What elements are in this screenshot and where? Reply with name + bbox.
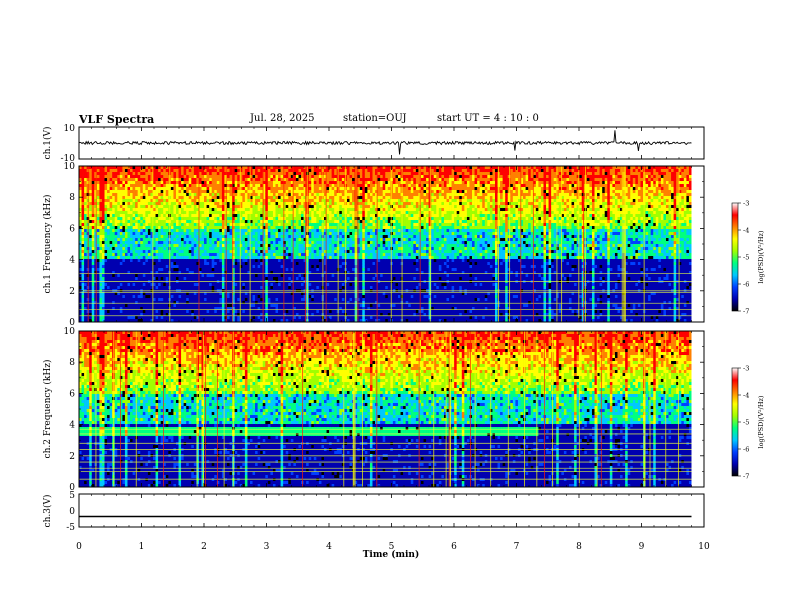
colorbar-tick-label: -5 <box>743 419 749 427</box>
ch3-waveform-frame <box>79 494 704 527</box>
time-tick-label: 8 <box>576 542 582 552</box>
ch2-colorbar-label: log(PSD)(V²/Hz) <box>757 395 765 448</box>
colorbar-tick-label: -4 <box>743 392 749 400</box>
time-tick-label: 9 <box>639 542 645 552</box>
ch1-colorbar-gradient <box>732 203 738 311</box>
ch3-ytick-mid: 0 <box>69 507 75 517</box>
time-tick-label: 0 <box>76 542 82 552</box>
colorbar-tick-label: -6 <box>743 446 749 454</box>
time-tick-label: 10 <box>698 542 710 552</box>
time-tick-label: 4 <box>326 542 332 552</box>
time-tick-label: 3 <box>264 542 270 552</box>
ch2-spectrogram-ylabel: ch.2 Frequency (kHz) <box>42 360 53 459</box>
freq-tick-label: 8 <box>69 193 75 203</box>
colorbar-tick-label: -4 <box>743 227 749 235</box>
ch2-colorbar: -3 -4 -5 -6 -7 log(PSD)(V²/Hz) <box>732 365 765 481</box>
time-axis-label: Time (min) <box>363 549 420 560</box>
ch1-colorbar: -3 -4 -5 -6 -7 log(PSD)(V²/Hz) <box>732 200 765 316</box>
colorbar-tick-label: -3 <box>743 200 749 208</box>
freq-tick-label: 8 <box>69 358 75 368</box>
ch1-spectrogram-ylabel: ch.1 Frequency (kHz) <box>42 195 53 294</box>
ch1-colorbar-label: log(PSD)(V²/Hz) <box>757 230 765 283</box>
colorbar-tick-label: -6 <box>743 281 749 289</box>
freq-tick-label: 10 <box>64 162 76 172</box>
ch2-spectrogram-image <box>79 331 704 487</box>
colorbar-tick-label: -7 <box>743 473 749 481</box>
ch1-ylabel: ch.1(V) <box>42 127 53 160</box>
ch3-ytick-top: 5 <box>69 491 75 501</box>
time-tick-label: 6 <box>451 542 457 552</box>
freq-tick-label: 10 <box>64 327 76 337</box>
colorbar-tick-label: -5 <box>743 254 749 262</box>
ch3-ytick-bottom: -5 <box>66 523 75 533</box>
ch2-colorbar-gradient <box>732 368 738 476</box>
colorbar-tick-label: -7 <box>743 308 749 316</box>
freq-tick-label: 4 <box>69 256 75 266</box>
ch1-ytick-top: 10 <box>64 124 76 134</box>
freq-tick-label: 2 <box>69 287 75 297</box>
time-tick-label: 2 <box>201 542 207 552</box>
freq-tick-label: 2 <box>69 452 75 462</box>
ch1-waveform-path <box>79 130 692 154</box>
freq-tick-label: 4 <box>69 421 75 431</box>
ch3-ylabel: ch.3(V) <box>42 495 53 528</box>
colorbar-tick-label: -3 <box>743 365 749 373</box>
ch1-waveform-trace <box>79 130 692 154</box>
time-tick-label: 7 <box>514 542 520 552</box>
freq-tick-label: 6 <box>69 224 75 234</box>
freq-tick-label: 6 <box>69 389 75 399</box>
time-tick-label: 1 <box>139 542 145 552</box>
ch1-spectrogram-image <box>79 166 704 322</box>
